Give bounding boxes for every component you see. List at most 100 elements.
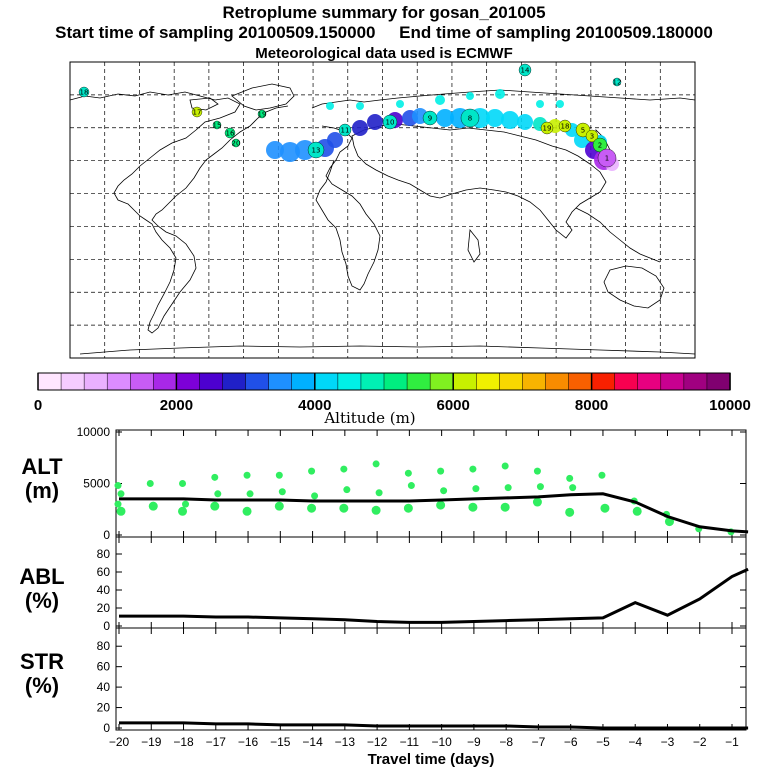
alt-scatter-point — [569, 484, 577, 492]
alt-scatter-point — [278, 488, 286, 496]
colorbar-swatch — [568, 372, 593, 391]
x-tick-label: −18 — [173, 735, 194, 749]
alt-scatter-point — [565, 507, 575, 517]
x-tick-label: −4 — [628, 735, 642, 749]
chart-title: Retroplume summary for gosan_201005 — [222, 3, 546, 22]
str-line — [119, 721, 749, 730]
plume-blob — [280, 142, 300, 162]
alt-scatter-point — [632, 506, 642, 516]
alt-frame — [115, 429, 747, 538]
trajectory-point-label: 3 — [590, 133, 594, 141]
plume-blob — [396, 100, 404, 108]
plume-blob — [536, 100, 544, 108]
trajectory-point-label: 19 — [258, 111, 267, 119]
alt-scatter-point — [343, 486, 351, 494]
trajectory-point — [612, 77, 622, 87]
colorbar-swatch — [452, 372, 477, 391]
alt-scatter-point — [243, 471, 251, 479]
alt-scatter-point — [375, 489, 383, 497]
colorbar-swatch — [660, 372, 685, 391]
trajectory-point — [540, 121, 554, 135]
trajectory-point — [224, 127, 236, 139]
x-axis-title: Travel time (days) — [368, 751, 495, 768]
trajectory-point — [382, 114, 398, 130]
colorbar-swatch — [337, 372, 362, 391]
plume-blob — [486, 109, 504, 127]
alt-panel: 10000 5000 0 — [77, 425, 749, 542]
trajectory-point-label: 2 — [598, 142, 602, 150]
colorbar-swatch — [37, 372, 62, 391]
alt-scatter-point — [307, 503, 317, 513]
colorbar-swatch — [591, 372, 616, 391]
colorbar-swatch — [83, 372, 108, 391]
str-unit: (%) — [24, 673, 60, 698]
y-tick-label: 60 — [97, 565, 111, 579]
plume-blob — [435, 95, 445, 105]
met-data-label: Meteorological data used is ECMWF — [255, 45, 513, 62]
y-tick-label: 20 — [97, 701, 111, 715]
colorbar-swatch — [291, 372, 316, 391]
abl-line — [119, 567, 749, 624]
alt-scatter-point — [214, 490, 222, 498]
trajectory-point-label: 18 — [561, 123, 570, 131]
map-gridlines — [70, 62, 695, 358]
x-tick-label: −10 — [431, 735, 452, 749]
trajectory-point-label: 19 — [543, 125, 552, 133]
str-panel: 80 60 40 20 0 — [97, 627, 749, 735]
alt-scatter-point — [404, 469, 412, 477]
trajectory-point-label: 16 — [226, 130, 235, 138]
x-tick-label: −3 — [661, 735, 675, 749]
colorbar-tick-label: 4000 — [298, 397, 331, 414]
alt-scatter-point — [178, 506, 188, 516]
alt-scatter-point — [403, 503, 413, 513]
trajectory-point-label: 20 — [232, 140, 241, 148]
alt-scatter-point — [472, 485, 480, 493]
colorbar-swatch — [106, 372, 131, 391]
alt-scatter-point — [275, 471, 283, 479]
y-tick-label: 5000 — [83, 477, 110, 491]
x-tick-label: −20 — [109, 735, 130, 749]
colorbar-swatch — [637, 372, 662, 391]
trajectory-point — [338, 123, 352, 137]
trajectory-point-label: 1 — [605, 155, 609, 163]
plume-blob — [356, 102, 364, 110]
y-tick-label: 20 — [97, 601, 111, 615]
x-tick-label: −9 — [467, 735, 481, 749]
y-tick-label: 0 — [103, 619, 110, 633]
plume-blob — [556, 100, 564, 108]
x-tick-label: −11 — [400, 735, 420, 749]
trajectory-point-label: 9 — [428, 115, 432, 123]
alt-scatter-point — [533, 467, 541, 475]
x-tick-label: −14 — [302, 735, 323, 749]
trajectory-point-label: 8 — [468, 115, 472, 123]
x-tick-label: −7 — [532, 735, 546, 749]
alt-scatter-point — [210, 501, 220, 511]
colorbar-tick-label: 0 — [34, 397, 42, 414]
colorbar-tick-label: 6000 — [437, 397, 470, 414]
alt-scatter-point — [148, 501, 158, 511]
colorbar-swatch — [222, 372, 247, 391]
alt-scatter-point — [500, 502, 510, 512]
x-tick-label: −17 — [206, 735, 227, 749]
y-tick-label: 0 — [103, 528, 110, 542]
colorbar-swatch — [130, 372, 154, 391]
alt-scatter-point — [501, 462, 509, 470]
colorbar-swatch — [706, 372, 731, 391]
trajectory-point-label: 12 — [613, 79, 622, 87]
colorbar-swatch — [522, 372, 547, 391]
trajectory-point-label: 10 — [386, 119, 395, 127]
y-tick-label: 40 — [97, 583, 111, 597]
plume-blob — [495, 89, 505, 99]
colorbar-swatch — [199, 372, 224, 391]
trajectory-point-label: 11 — [341, 127, 350, 135]
alt-scatter-point — [242, 506, 252, 516]
alt-scatter-point — [114, 500, 122, 508]
trajectory-point-label: 5 — [581, 127, 585, 135]
trajectory-point-label: 18 — [80, 89, 89, 97]
alt-scatter-point — [504, 484, 512, 492]
x-tick-label: −1 — [725, 735, 739, 749]
trajectory-point — [592, 137, 608, 153]
